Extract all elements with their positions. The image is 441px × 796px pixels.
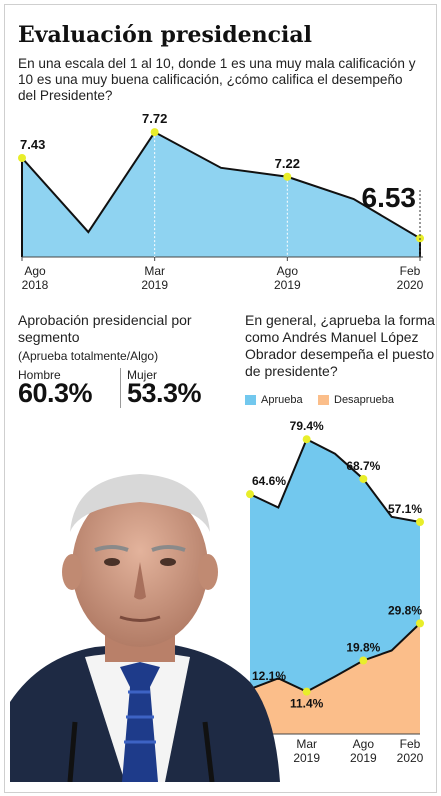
x-tick-month: Feb (400, 264, 421, 278)
x-tick-year: 2020 (397, 278, 424, 292)
approval-question: En general, ¿aprueba la forma como André… (245, 312, 435, 379)
approve-point (246, 490, 254, 499)
approve-point (416, 518, 424, 527)
rating-label: 7.72 (142, 111, 167, 126)
approve-label: 64.6% (252, 474, 286, 488)
approval-area-chart: 64.6% 79.4% 68.7% 57.1% 12.1% 11.4% 19.8% 29.8%… (246, 419, 424, 765)
president-portrait (10, 474, 280, 782)
hombre-label: Hombre (18, 368, 61, 382)
mujer-value: 53.3% (127, 378, 202, 408)
disapprove-label: 29.8% (388, 603, 422, 617)
rating-line (21, 130, 421, 257)
disapprove-area-line (249, 622, 421, 693)
x-tick-month: Feb (400, 737, 421, 751)
disapprove-point (359, 656, 368, 665)
x-tick-month: Mar (144, 264, 165, 278)
rating-label: 7.43 (20, 137, 45, 152)
chart-subtitle: En una escala del 1 al 10, donde 1 es un… (18, 56, 416, 103)
legend-approve-label: Aprueba (261, 394, 303, 406)
approve-label: 68.7% (346, 459, 380, 473)
page-title: Evaluación presidencial (18, 22, 312, 48)
rating-point (150, 128, 159, 137)
disapprove-label: 11.4% (290, 697, 324, 711)
x-tick-month: Mar (296, 737, 317, 751)
hombre-value: 60.3% (18, 378, 93, 408)
rating-point (283, 172, 292, 181)
disapprove-point (302, 687, 311, 696)
x-tick-year: 2018 (22, 278, 49, 292)
rating-point (18, 154, 26, 163)
x-tick-year: 2019 (293, 751, 320, 765)
rating-label: 7.22 (275, 156, 300, 171)
approve-area-line (249, 437, 421, 524)
approve-label: 57.1% (388, 502, 422, 516)
approve-point (359, 474, 368, 483)
rating-area-chart: 7.437.727.226.53Ago2018Mar2019Ago2019Feb… (18, 111, 424, 292)
disapprove-point (416, 619, 424, 628)
x-tick-year: 2019 (141, 278, 168, 292)
approve-label: 79.4% (290, 419, 324, 433)
x-tick-year: 2019 (350, 751, 377, 765)
disapprove-area (250, 623, 420, 734)
rating-label-latest: 6.53 (362, 182, 417, 213)
approve-swatch (245, 395, 256, 405)
segment-title: Aprobación presidencial por segmento (18, 312, 192, 345)
disapprove-swatch (318, 395, 329, 405)
legend-approve: Aprueba (245, 394, 303, 406)
x-tick-month: Ago (277, 264, 299, 278)
x-tick-year: 2019 (274, 278, 301, 292)
rating-area (22, 132, 420, 257)
approve-point (302, 435, 311, 444)
x-tick-year: 2020 (397, 751, 424, 765)
mujer-label: Mujer (127, 368, 158, 382)
x-tick-month: Ago (353, 737, 375, 751)
legend-disapprove-label: Desaprueba (334, 394, 394, 406)
legend-disapprove: Desaprueba (318, 394, 394, 406)
disapprove-label: 19.8% (346, 640, 380, 654)
segment-divider (120, 368, 121, 408)
disapprove-label: 12.1% (252, 669, 286, 683)
segment-subtitle: (Aprueba totalmente/Algo) (18, 349, 159, 363)
x-tick-month: Ago (24, 264, 46, 278)
